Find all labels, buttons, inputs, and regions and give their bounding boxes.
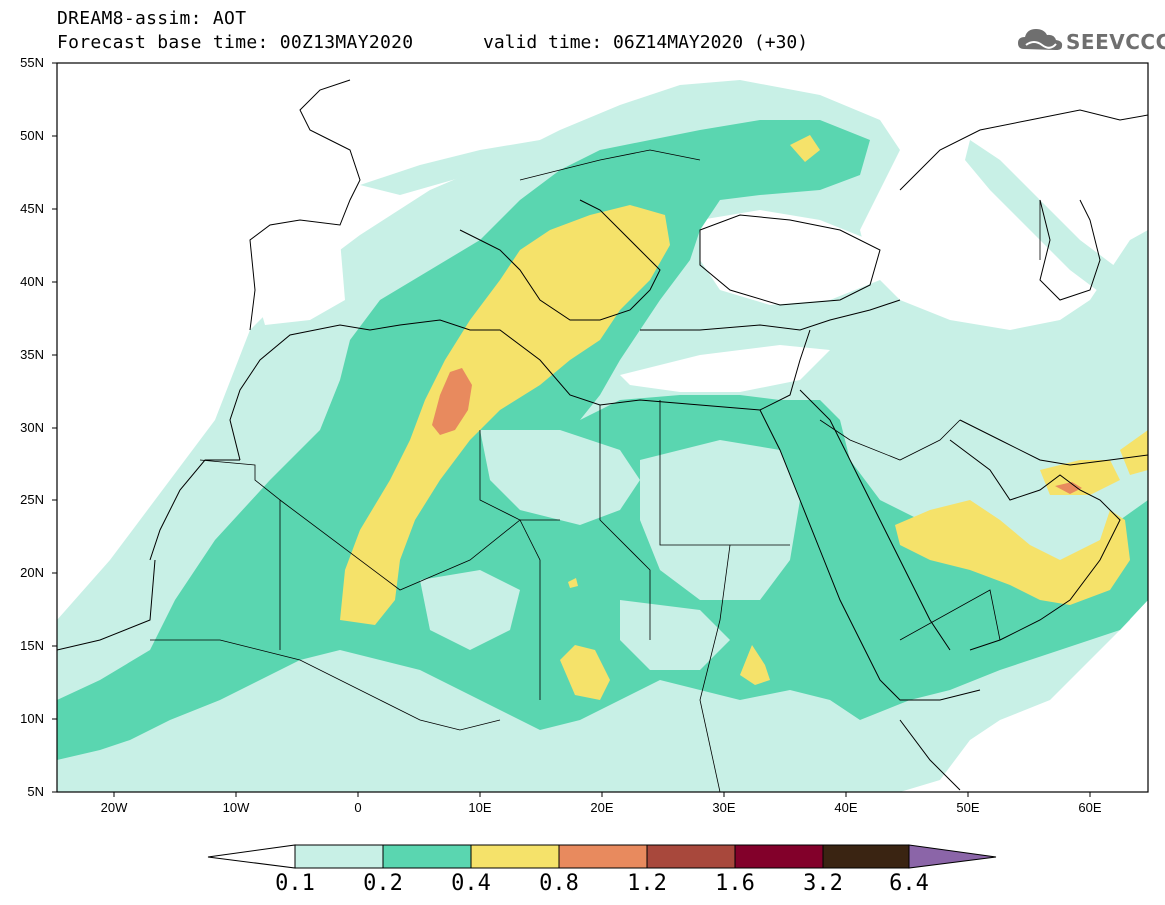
colorbar-label: 1.6 [715,871,755,896]
thin-area-sahel [420,570,520,650]
coast-black-sea [699,214,881,306]
coast-west-africa [57,559,156,651]
lat-label: 35N [20,347,44,362]
lon-label: 30E [712,800,736,815]
aot-band-0.4-sudan [740,645,770,685]
border-yemen [899,589,1001,641]
coast-red-sea-east [799,389,951,651]
colorbar-label: 0.4 [451,871,491,896]
border-iraq-saudi [819,419,961,461]
colorbar-label: 6.4 [889,871,929,896]
logo-text: SEEVCCC [1066,30,1165,54]
colorbar-swatch [822,844,910,869]
border-algeria-mali [279,499,560,591]
clear-area-mediterranean [620,345,830,392]
coast-western-europe [249,79,361,331]
lon-label: 20E [590,800,614,815]
lon-label: 0 [354,800,362,815]
lat-label: 55N [20,55,44,70]
colorbar-label: 3.2 [803,871,843,896]
border-sudan [699,544,731,792]
lat-label: 20N [20,565,44,580]
valid-time: valid time: 06Z14MAY2020 (+30) [483,32,809,53]
colorbar-swatch [734,844,824,869]
colorbar-label: 0.2 [363,871,403,896]
cloud-icon [1018,29,1063,50]
lat-label: 30N [20,420,44,435]
aot-band-0.4-main [340,205,670,625]
aot-band-0.2 [57,120,1148,760]
lat-label: 50N [20,128,44,143]
clear-area-iberia [250,235,345,325]
colorbar-label: 0.1 [275,871,315,896]
border-sahel [150,639,501,731]
aot-band-0.4-dot [568,578,578,588]
border-algeria-niger [479,430,541,700]
border-central-europe [519,149,701,181]
colorbar-label: 0.8 [539,871,579,896]
lon-label: 50E [956,800,980,815]
coast-somalia [899,719,961,791]
aot-band-0.4-ukraine [790,135,820,162]
coast-iran [959,419,1148,466]
lat-label: 40N [20,274,44,289]
aot-band-0.1-north [360,88,860,195]
country-borders [150,149,1041,792]
aot-band-0.4-chad [560,645,610,700]
coast-west-africa-north [149,459,240,561]
thin-area-chad [620,600,730,670]
border-libya-chad [599,405,651,640]
aot-band-0.8-gulf [1055,482,1082,494]
axis-ticks [52,62,1091,797]
lon-label: 60E [1078,800,1102,815]
colorbar-swatch [382,844,472,869]
lon-label: 40E [834,800,858,815]
colorbar-swatch [470,844,560,869]
colorbar-label: 1.2 [627,871,667,896]
forecast-base-time: Forecast base time: 00Z13MAY2020 [57,32,414,53]
lon-label: 10W [222,800,250,815]
lat-label: 15N [20,638,44,653]
aot-band-0.8-atlas [432,368,472,435]
coast-caspian [1039,199,1101,301]
coast-red-sea-west [759,409,981,701]
colorbar-swatch [558,844,648,869]
lat-label: 45N [20,201,44,216]
border-mauritania [199,459,281,650]
coast-russia [899,109,1148,191]
coastlines [57,79,1148,791]
lon-label: 10E [468,800,492,815]
lat-label: 5N [27,784,44,799]
thin-area-sudan [640,440,800,600]
lat-label: 25N [20,492,44,507]
coast-arabian-gulf [949,439,1121,651]
seevccc-logo: SEEVCCC [1016,25,1165,55]
aot-band-0.4-arabia [895,500,1130,605]
coast-north-africa [229,319,811,461]
map-title: DREAM8-assim: AOT [57,8,247,29]
lon-label: 20W [100,800,128,815]
clear-area-blacksea [700,210,880,305]
colorbar-over-triangle [908,844,997,869]
border-egypt [659,400,790,546]
colorbar-swatch [646,844,736,869]
coast-turkey [640,299,901,331]
colorbar-under-triangle [207,844,296,869]
colorbar-swatch [294,844,384,869]
coast-italy-balkans [459,199,661,321]
aot-band-0.1-east [965,140,1148,320]
aot-band-0.4-iran [1120,430,1148,475]
lat-label: 10N [20,711,44,726]
